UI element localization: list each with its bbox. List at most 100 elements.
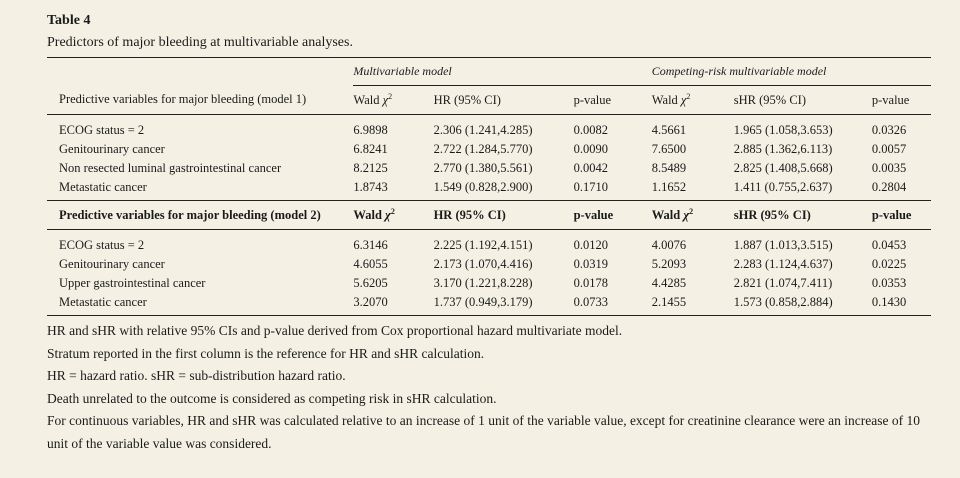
table-row: Non resected luminal gastrointestinal ca…	[47, 159, 931, 178]
table-row: Genitourinary cancer 6.8241 2.722 (1.284,5…	[47, 140, 931, 159]
value-cell: 0.0178	[573, 276, 608, 290]
row-variable-cell: ECOG status = 2	[59, 238, 145, 252]
value-cell: 0.0733	[573, 293, 652, 316]
value-cell: 2.885 (1.362,6.113)	[733, 142, 833, 156]
value-cell: 1.965 (1.058,3.653)	[733, 123, 833, 137]
value-cell: 1.573 (0.858,2.884)	[733, 293, 872, 316]
value-cell: 0.0326	[871, 123, 907, 137]
footnote: Death unrelated to the outcome is consid…	[47, 390, 497, 406]
column-header: p-value	[871, 200, 931, 230]
value-cell: 4.0076	[651, 238, 687, 252]
value-cell: 2.283 (1.124,4.637)	[733, 257, 833, 271]
value-cell: 0.0120	[573, 238, 608, 252]
chi-symbol: χ	[683, 207, 690, 222]
table-row: Metastatic cancer 1.8743 1.549 (0.828,2.90…	[47, 178, 931, 201]
row-variable-cell: Metastatic cancer	[47, 293, 354, 316]
row-variable-cell: ECOG status = 2	[59, 123, 145, 137]
chi-symbol: χ	[385, 207, 391, 222]
predictors-table: Multivariable model Competing-risk multi…	[47, 57, 931, 316]
row-variable-cell: Genitourinary cancer	[59, 257, 165, 271]
table-row: Metastatic cancer 3.2070 1.737 (0.949,3.17…	[47, 293, 931, 316]
value-cell: 0.1710	[573, 178, 652, 201]
value-cell: 6.8241	[353, 142, 388, 156]
value-cell: 0.0090	[573, 142, 608, 156]
column-header: Wald χ2	[651, 85, 734, 115]
value-cell: 0.0353	[871, 276, 907, 290]
value-cell: 2.825 (1.408,5.668)	[733, 161, 833, 175]
value-cell: 2.1455	[651, 293, 734, 316]
section-header-row: Predictive variables for major bleeding …	[47, 85, 931, 115]
value-cell: 1.887 (1.013,3.515)	[733, 238, 833, 252]
value-cell: 1.737 (0.949,3.179)	[433, 293, 574, 316]
section-header-row: Predictive variables for major bleeding …	[47, 200, 931, 230]
column-header: Predictive variables for major bleeding …	[47, 85, 354, 115]
value-cell: 4.4285	[651, 276, 687, 290]
value-cell: 8.2125	[353, 161, 388, 175]
value-cell: 1.8743	[353, 178, 434, 201]
value-cell: 1.549 (0.828,2.900)	[433, 178, 574, 201]
value-cell: 1.411 (0.755,2.637)	[733, 178, 872, 201]
column-header: p-value	[573, 200, 652, 230]
table-body: Predictive variables for major bleeding …	[47, 85, 931, 316]
footnote: HR and sHR with relative 95% CIs and p-v…	[47, 323, 623, 338]
chi-symbol: χ	[382, 92, 389, 107]
value-cell: 2.225 (1.192,4.151)	[433, 238, 533, 252]
value-cell: 2.770 (1.380,5.561)	[433, 161, 533, 175]
value-cell: 0.0082	[573, 123, 608, 137]
column-header: p-value	[871, 85, 931, 115]
table-row: ECOG status = 2 6.9898 2.306 (1.241,4.285)…	[47, 115, 931, 141]
value-cell: 0.0225	[871, 257, 907, 271]
footnote: For continuous variables, HR and sHR was…	[47, 413, 921, 451]
table-row: Genitourinary cancer 4.6055 2.173 (1.070,4…	[47, 255, 931, 274]
column-header: sHR (95% CI)	[733, 85, 872, 115]
row-variable-cell: Upper gastrointestinal cancer	[59, 276, 206, 290]
value-cell: 4.6055	[353, 257, 388, 271]
value-cell: 0.0453	[871, 238, 907, 252]
value-cell: 1.1652	[651, 178, 734, 201]
column-header: Predictive variables for major bleeding …	[47, 200, 354, 230]
column-header: p-value	[573, 85, 652, 115]
value-cell: 2.306 (1.241,4.285)	[433, 123, 533, 137]
row-variable-cell: Non resected luminal gastrointestinal ca…	[59, 161, 282, 175]
table-caption: Predictors of major bleeding at multivar…	[47, 35, 353, 50]
footnote: Stratum reported in the first column is …	[47, 345, 485, 361]
value-cell: 0.1430	[871, 293, 931, 316]
chi-superscript: 2	[686, 91, 691, 101]
table-row: Upper gastrointestinal cancer 5.6205 3.170…	[47, 274, 931, 293]
chi-superscript: 2	[388, 91, 393, 101]
column-header: Wald χ2	[353, 200, 434, 230]
value-cell: 0.0057	[871, 142, 907, 156]
group-header-multivariable: Multivariable model	[353, 57, 652, 86]
group-header-row: Multivariable model Competing-risk multi…	[47, 57, 931, 86]
column-header: HR (95% CI)	[433, 85, 574, 115]
value-cell: 2.722 (1.284,5.770)	[433, 142, 533, 156]
value-cell: 7.6500	[651, 142, 687, 156]
table-figure: Table 4 Predictors of major bleeding at …	[47, 12, 931, 455]
group-header-competing-risk: Competing-risk multivariable model	[651, 57, 931, 86]
value-cell: 0.0319	[573, 257, 608, 271]
value-cell: 5.6205	[353, 276, 388, 290]
row-variable-cell: Metastatic cancer	[47, 178, 354, 201]
value-cell: 5.2093	[651, 257, 687, 271]
chi-superscript: 2	[390, 206, 395, 216]
chi-symbol: χ	[680, 92, 687, 107]
value-cell: 4.5661	[651, 123, 687, 137]
value-cell: 8.5489	[651, 161, 687, 175]
value-cell: 2.173 (1.070,4.416)	[433, 257, 533, 271]
value-cell: 3.170 (1.221,8.228)	[433, 276, 533, 290]
column-header: HR (95% CI)	[433, 200, 574, 230]
value-cell: 2.821 (1.074,7.411)	[733, 276, 833, 290]
row-variable-cell: Genitourinary cancer	[59, 142, 165, 156]
footnote: HR = hazard ratio. sHR = sub-distributio…	[47, 368, 346, 383]
table-label: Table 4	[47, 13, 91, 28]
value-cell: 6.9898	[353, 123, 388, 137]
table-row: ECOG status = 2 6.3146 2.225 (1.192,4.151)…	[47, 230, 931, 256]
column-header: Wald χ2	[353, 85, 434, 115]
table-footnotes: HR and sHR with relative 95% CIs and p-v…	[47, 320, 931, 455]
value-cell: 0.0035	[871, 161, 907, 175]
column-header: sHR (95% CI)	[733, 200, 872, 230]
value-cell: 0.2804	[871, 178, 931, 201]
value-cell: 6.3146	[353, 238, 388, 252]
value-cell: 3.2070	[353, 293, 434, 316]
chi-superscript: 2	[689, 206, 694, 216]
